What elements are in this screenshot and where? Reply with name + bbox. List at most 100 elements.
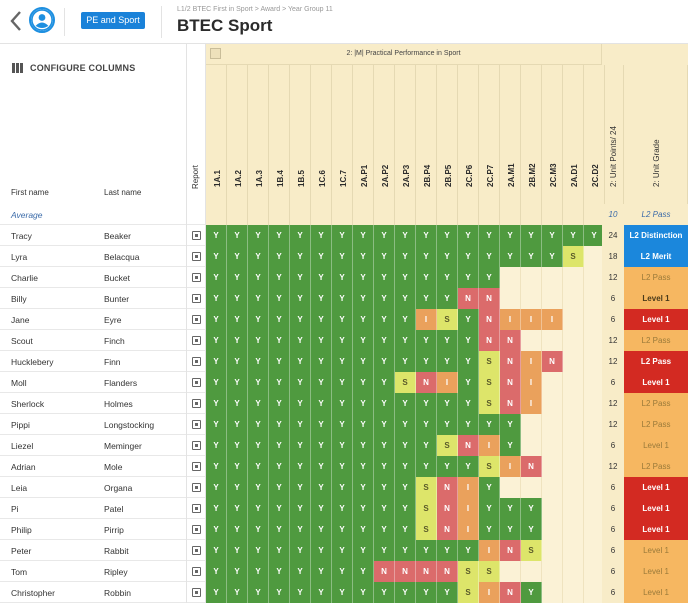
grade-cell[interactable]: Y bbox=[206, 519, 227, 540]
grade-cell[interactable] bbox=[563, 561, 584, 582]
grade-cell[interactable]: Y bbox=[269, 225, 290, 246]
grade-cell[interactable]: Y bbox=[395, 288, 416, 309]
grade-cell[interactable] bbox=[521, 477, 542, 498]
grade-cell[interactable]: N bbox=[500, 351, 521, 372]
grade-cell[interactable]: Y bbox=[290, 456, 311, 477]
grade-cell[interactable]: Y bbox=[248, 246, 269, 267]
grade-cell[interactable] bbox=[521, 288, 542, 309]
report-icon[interactable] bbox=[192, 588, 201, 597]
criteria-header[interactable]: 2B.M2 bbox=[521, 65, 542, 204]
criteria-header[interactable]: 1B.4 bbox=[269, 65, 290, 204]
grade-cell[interactable]: Y bbox=[395, 393, 416, 414]
grade-cell[interactable]: Y bbox=[353, 435, 374, 456]
student-row[interactable]: Leia Organa Y Y Y Y Y Y Y Y Y Y S N I Y 6 Level 1 bbox=[0, 477, 688, 498]
grade-cell[interactable]: Y bbox=[500, 225, 521, 246]
grade-cell[interactable]: Y bbox=[458, 372, 479, 393]
grade-cell[interactable]: N bbox=[479, 309, 500, 330]
grade-cell[interactable]: Y bbox=[458, 225, 479, 246]
report-icon[interactable] bbox=[192, 525, 201, 534]
grade-cell[interactable]: I bbox=[416, 309, 437, 330]
grade-cell[interactable]: Y bbox=[311, 225, 332, 246]
grade-cell[interactable] bbox=[500, 561, 521, 582]
unit-points-header[interactable]: 2: Unit Points/ 24 bbox=[602, 65, 624, 204]
grade-cell[interactable]: Y bbox=[269, 498, 290, 519]
grade-cell[interactable]: Y bbox=[248, 456, 269, 477]
grade-cell[interactable]: Y bbox=[395, 477, 416, 498]
grade-cell[interactable]: Y bbox=[248, 435, 269, 456]
grade-cell[interactable]: Y bbox=[332, 267, 353, 288]
grade-cell[interactable]: S bbox=[416, 519, 437, 540]
grade-cell[interactable]: Y bbox=[479, 267, 500, 288]
grade-cell[interactable] bbox=[521, 435, 542, 456]
collapse-group-button[interactable] bbox=[210, 48, 221, 59]
grade-cell[interactable]: Y bbox=[437, 288, 458, 309]
breadcrumb[interactable]: L1/2 BTEC First in Sport > Award > Year … bbox=[177, 6, 333, 13]
grade-cell[interactable]: Y bbox=[311, 540, 332, 561]
grade-cell[interactable]: Y bbox=[227, 519, 248, 540]
grade-cell[interactable]: Y bbox=[206, 540, 227, 561]
grade-cell[interactable]: Y bbox=[521, 225, 542, 246]
grade-cell[interactable]: S bbox=[479, 351, 500, 372]
grade-cell[interactable]: Y bbox=[437, 414, 458, 435]
grade-cell[interactable]: Y bbox=[374, 414, 395, 435]
student-row[interactable]: Tracy Beaker Y Y Y Y Y Y Y Y Y Y Y Y Y Y Y Y Y Y Y 24 L2 Disti… bbox=[0, 225, 688, 246]
grade-cell[interactable] bbox=[521, 414, 542, 435]
grade-cell[interactable]: Y bbox=[227, 582, 248, 603]
grade-cell[interactable]: Y bbox=[248, 477, 269, 498]
grade-cell[interactable]: Y bbox=[395, 330, 416, 351]
grade-cell[interactable]: Y bbox=[227, 540, 248, 561]
grade-cell[interactable]: Y bbox=[290, 330, 311, 351]
grade-cell[interactable]: Y bbox=[437, 456, 458, 477]
grade-cell[interactable] bbox=[563, 519, 584, 540]
grade-cell[interactable]: Y bbox=[206, 456, 227, 477]
grade-cell[interactable]: Y bbox=[458, 309, 479, 330]
back-arrow-icon[interactable] bbox=[7, 9, 25, 33]
grade-cell[interactable]: Y bbox=[206, 393, 227, 414]
grade-cell[interactable]: Y bbox=[374, 267, 395, 288]
grade-cell[interactable]: N bbox=[500, 393, 521, 414]
grade-cell[interactable]: Y bbox=[416, 330, 437, 351]
criteria-header[interactable]: 2A.P2 bbox=[374, 65, 395, 204]
grade-cell[interactable]: Y bbox=[290, 477, 311, 498]
grade-cell[interactable]: I bbox=[458, 498, 479, 519]
grade-cell[interactable]: Y bbox=[479, 225, 500, 246]
grade-cell[interactable]: Y bbox=[290, 498, 311, 519]
grade-cell[interactable]: N bbox=[437, 477, 458, 498]
grade-cell[interactable]: Y bbox=[563, 225, 584, 246]
student-row[interactable]: Liezel Meminger Y Y Y Y Y Y Y Y Y Y Y S N I Y 6 Level 1 bbox=[0, 435, 688, 456]
student-row[interactable]: Adrian Mole Y Y Y Y Y Y Y Y Y Y Y Y Y S I N 12 L2 Pass bbox=[0, 456, 688, 477]
grade-cell[interactable]: Y bbox=[416, 351, 437, 372]
grade-cell[interactable]: Y bbox=[416, 582, 437, 603]
criteria-header[interactable]: 2A.D1 bbox=[563, 65, 584, 204]
grade-cell[interactable] bbox=[521, 267, 542, 288]
grade-cell[interactable]: S bbox=[458, 561, 479, 582]
grade-cell[interactable]: Y bbox=[395, 456, 416, 477]
grade-cell[interactable]: Y bbox=[269, 330, 290, 351]
grade-cell[interactable]: Y bbox=[290, 246, 311, 267]
grade-cell[interactable]: Y bbox=[374, 393, 395, 414]
grade-cell[interactable]: Y bbox=[248, 267, 269, 288]
grade-cell[interactable]: Y bbox=[353, 498, 374, 519]
grade-cell[interactable]: N bbox=[500, 582, 521, 603]
grade-cell[interactable]: Y bbox=[248, 372, 269, 393]
grade-cell[interactable]: Y bbox=[353, 309, 374, 330]
grade-cell[interactable]: N bbox=[437, 519, 458, 540]
subject-badge[interactable]: PE and Sport bbox=[81, 12, 145, 29]
grade-cell[interactable]: Y bbox=[311, 288, 332, 309]
grade-cell[interactable]: I bbox=[479, 582, 500, 603]
grade-cell[interactable]: Y bbox=[437, 246, 458, 267]
grade-cell[interactable]: Y bbox=[206, 351, 227, 372]
grade-cell[interactable] bbox=[563, 267, 584, 288]
grade-cell[interactable]: I bbox=[500, 309, 521, 330]
grade-cell[interactable]: Y bbox=[416, 246, 437, 267]
grade-cell[interactable]: Y bbox=[353, 456, 374, 477]
grade-cell[interactable]: Y bbox=[374, 225, 395, 246]
grade-cell[interactable] bbox=[563, 351, 584, 372]
grade-cell[interactable]: Y bbox=[395, 435, 416, 456]
grade-cell[interactable]: Y bbox=[353, 582, 374, 603]
grade-cell[interactable]: Y bbox=[269, 540, 290, 561]
grade-cell[interactable]: Y bbox=[479, 498, 500, 519]
grade-cell[interactable]: S bbox=[479, 372, 500, 393]
student-row[interactable]: Tom Ripley Y Y Y Y Y Y Y Y N N N N S S 6 Level 1 bbox=[0, 561, 688, 582]
grade-cell[interactable]: Y bbox=[332, 225, 353, 246]
